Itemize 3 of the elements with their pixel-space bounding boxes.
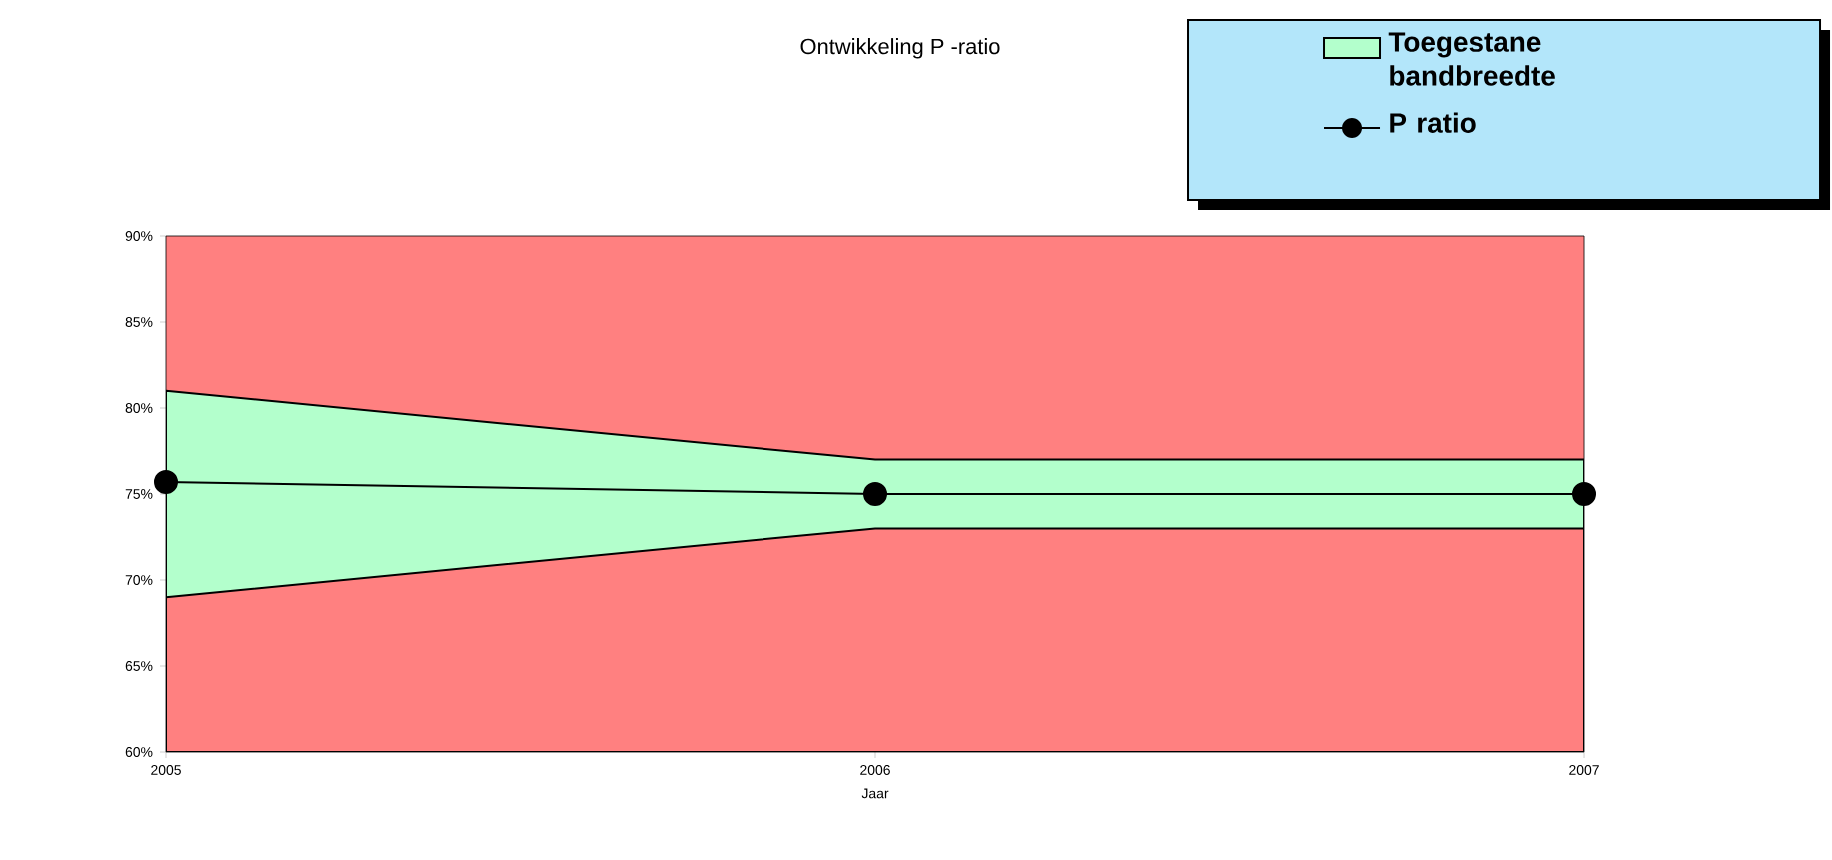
chart-title: Ontwikkeling P -ratio [800, 38, 1000, 59]
legend-label: P ratio [1390, 112, 1476, 133]
legend-label: Toegestane bandbreedte [1388, 32, 1555, 86]
